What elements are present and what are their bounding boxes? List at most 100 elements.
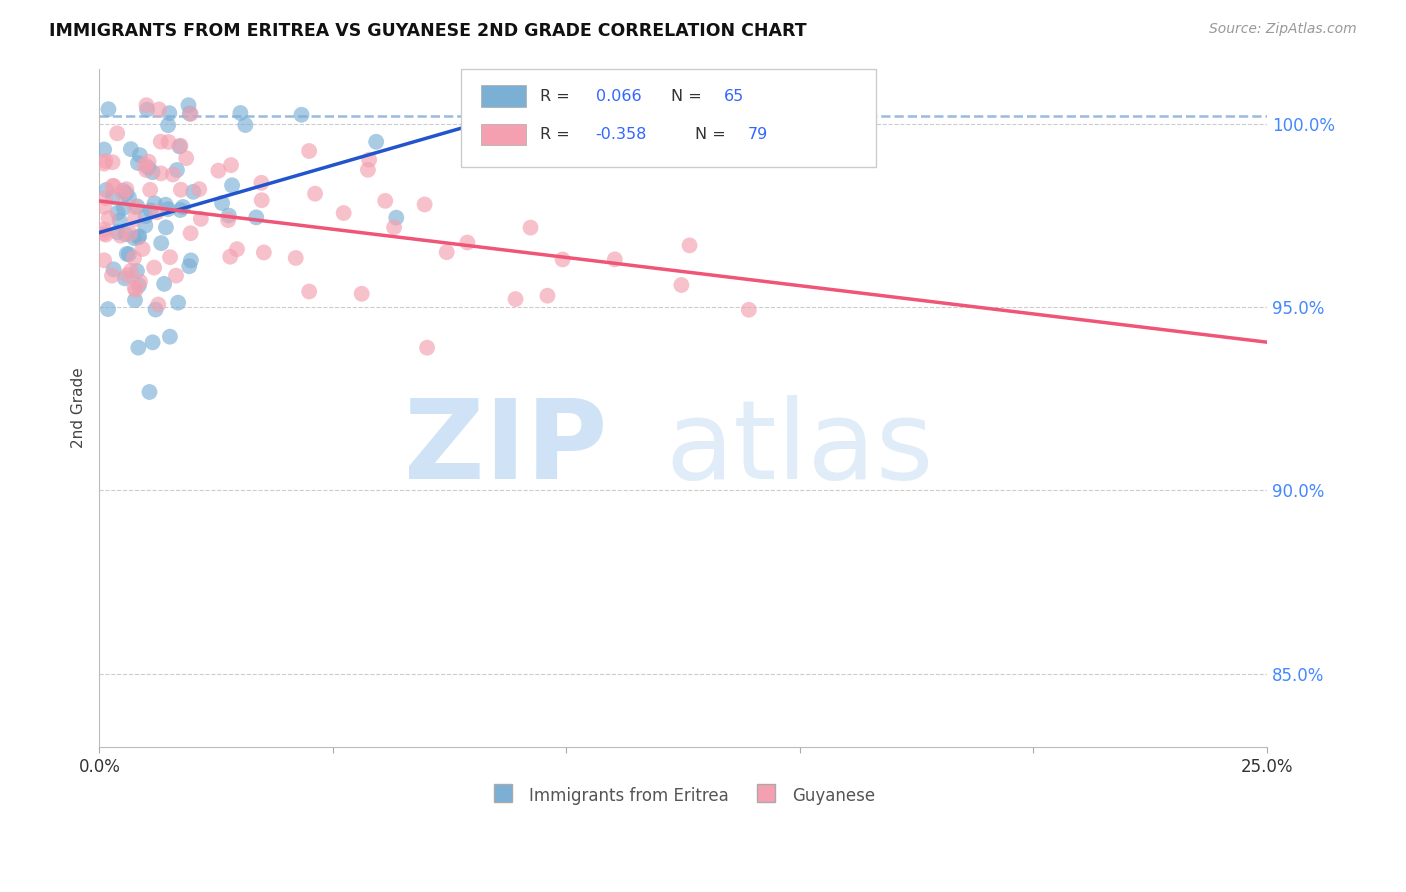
Point (157, 118, 180, 132)
Point (108, 213, 131, 227)
Point (101, 268, 124, 283)
Point (115, 186, 138, 201)
Point (166, 163, 188, 178)
Point (290, 108, 312, 122)
Point (245, 211, 267, 225)
Point (385, 211, 408, 225)
Point (179, 106, 201, 120)
Point (157, 135, 180, 149)
Point (96, 183, 118, 197)
Point (413, 197, 436, 211)
Point (207, 163, 229, 178)
Text: N =: N = (672, 89, 707, 103)
Text: N =: N = (695, 127, 731, 142)
Point (101, 155, 124, 169)
Point (112, 184, 135, 198)
Point (128, 148, 150, 162)
Point (505, 292, 527, 306)
Point (124, 212, 146, 227)
Point (174, 151, 197, 165)
Point (169, 138, 191, 153)
Point (124, 231, 146, 245)
Point (107, 225, 129, 239)
Point (179, 259, 201, 273)
Point (172, 200, 194, 214)
Point (125, 264, 148, 278)
Point (143, 196, 166, 211)
Point (101, 190, 124, 204)
Point (551, 252, 574, 267)
Point (124, 200, 146, 214)
Point (150, 236, 173, 251)
Point (118, 190, 141, 204)
Point (253, 245, 276, 260)
Point (111, 186, 134, 201)
Point (138, 384, 160, 399)
Point (678, 238, 700, 252)
Point (456, 235, 478, 250)
FancyBboxPatch shape (461, 69, 876, 167)
Point (93, 253, 115, 268)
Text: IMMIGRANTS FROM ERITREA VS GUYANESE 2ND GRADE CORRELATION CHART: IMMIGRANTS FROM ERITREA VS GUYANESE 2ND … (49, 22, 807, 40)
Point (138, 154, 160, 169)
Point (165, 268, 187, 283)
Point (169, 202, 191, 217)
Point (218, 209, 240, 223)
Point (146, 205, 169, 219)
Point (603, 252, 626, 267)
Point (107, 205, 129, 219)
Point (142, 165, 165, 179)
Text: Source: ZipAtlas.com: Source: ZipAtlas.com (1209, 22, 1357, 37)
Point (94, 154, 117, 169)
Text: ZIP: ZIP (404, 395, 607, 502)
Point (298, 144, 321, 158)
Point (357, 162, 380, 177)
Point (136, 161, 159, 175)
Point (235, 118, 257, 132)
Text: -0.358: -0.358 (596, 127, 647, 142)
FancyBboxPatch shape (481, 123, 526, 145)
Point (112, 201, 135, 215)
Point (162, 168, 184, 182)
Point (94, 227, 117, 242)
Point (124, 283, 146, 297)
Point (127, 199, 149, 213)
Point (149, 166, 172, 180)
Point (93, 227, 115, 241)
Point (188, 182, 211, 196)
Point (180, 226, 202, 240)
Point (159, 250, 181, 264)
Point (118, 247, 141, 261)
Point (135, 98, 157, 112)
Point (93, 200, 115, 214)
Point (105, 126, 128, 140)
Point (374, 194, 396, 208)
Point (97, 302, 120, 317)
Point (120, 264, 142, 278)
Point (149, 135, 172, 149)
Point (101, 178, 124, 193)
Point (416, 341, 439, 355)
Point (298, 285, 321, 299)
Point (359, 153, 381, 167)
Point (122, 251, 145, 265)
Point (332, 206, 354, 220)
Text: 65: 65 (724, 89, 744, 103)
Point (211, 196, 233, 211)
Point (167, 295, 190, 310)
FancyBboxPatch shape (481, 86, 526, 107)
Point (519, 220, 541, 235)
Point (136, 103, 159, 117)
Point (110, 228, 132, 243)
Point (156, 202, 179, 217)
Point (284, 251, 307, 265)
Point (135, 209, 157, 223)
Point (350, 286, 373, 301)
Point (127, 230, 149, 244)
Point (124, 281, 146, 295)
Point (436, 245, 458, 260)
Point (128, 229, 150, 244)
Point (226, 242, 249, 256)
Point (93, 156, 115, 170)
Point (114, 227, 136, 242)
